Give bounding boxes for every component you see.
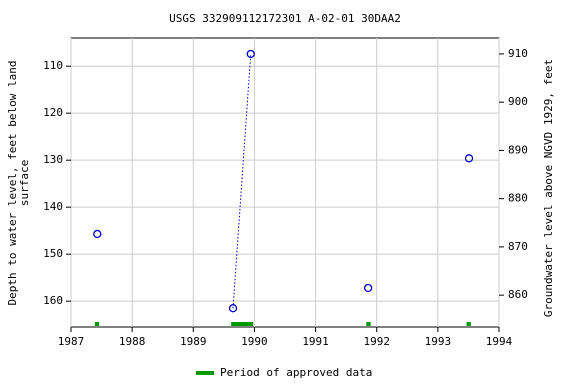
chart-title: USGS 332909112172301 A-02-01 30DAA2 [169,12,401,25]
y2-tick-label: 890 [508,143,528,156]
y2-tick-label: 900 [508,95,528,108]
y2-axis-label: Groundwater level above NGVD 1929, feet [542,59,555,317]
data-point [364,283,373,293]
y2-tick-label: 870 [508,240,528,253]
x-tick-label: 1992 [363,335,390,348]
connector [232,53,252,309]
y-tick-label: 150 [43,247,63,260]
data-point [93,229,102,239]
plot-frame [70,37,500,328]
data-point [246,49,255,59]
y2-tick-label: 860 [508,288,528,301]
y-tick-label: 120 [43,106,63,119]
y2-tick-label: 880 [508,192,528,205]
data-point [464,154,474,163]
x-tick-label: 1993 [425,335,452,348]
y-tick-label: 160 [43,294,63,307]
x-tick-label: 1994 [486,335,513,348]
y-tick-label: 140 [43,200,63,213]
y-tick-label: 130 [43,153,63,166]
approved-period [366,322,371,326]
approved-period [231,322,254,326]
approved-period [94,322,100,326]
x-tick-label: 1988 [119,335,146,348]
y-axis-label: surface [18,160,31,206]
data-point [228,304,238,313]
y-tick-label: 110 [43,59,63,72]
x-tick-label: 1989 [180,335,207,348]
legend-label: Period of approved data [220,366,372,379]
y-axis-label: Depth to water level, feet below land [6,60,19,305]
x-tick-label: 1987 [58,335,85,348]
x-tick-label: 1991 [302,335,329,348]
approved-period [466,322,471,326]
y2-tick-label: 910 [508,47,528,60]
x-tick-label: 1990 [241,335,268,348]
